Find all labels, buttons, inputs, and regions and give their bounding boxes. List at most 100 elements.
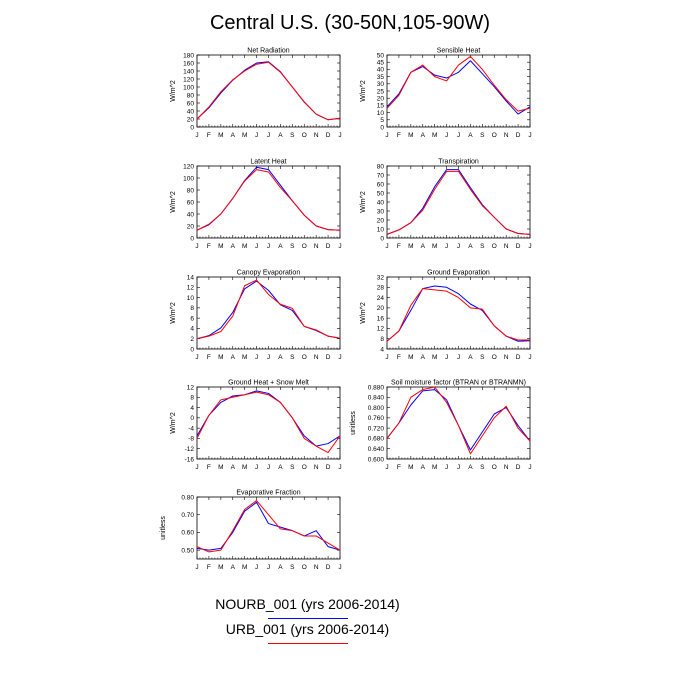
x-tick-label: J (338, 564, 341, 571)
x-tick-label: J (195, 564, 198, 571)
y-tick-label: 60 (187, 199, 195, 206)
x-tick-label: J (195, 464, 198, 471)
plot-frame (196, 496, 341, 560)
y-axis-label: W/m^2 (360, 80, 367, 102)
y-tick-label: 16 (377, 315, 385, 322)
x-tick-label: M (218, 354, 223, 361)
x-tick-label: D (326, 132, 331, 139)
x-tick-label: D (326, 464, 331, 471)
series-line-urb (386, 170, 531, 235)
plot-frame (386, 386, 531, 460)
series-line-nourb (196, 390, 341, 447)
y-tick-label: 30 (377, 208, 385, 215)
x-tick-label: N (314, 354, 319, 361)
legend-label-nourb: NOURB_001 (yrs 2006-2014) (215, 596, 400, 612)
series-line-urb (196, 391, 341, 454)
y-tick-label: 40 (377, 199, 385, 206)
series-line-urb (386, 55, 531, 112)
y-tick-label: 20 (377, 217, 385, 224)
y-tick-label: 100 (183, 175, 194, 182)
x-tick-label: N (314, 564, 319, 571)
y-tick-label: 32 (377, 274, 385, 281)
y-tick-label: 0.60 (181, 530, 194, 537)
x-tick-label: O (492, 243, 497, 250)
x-tick-label: J (457, 243, 460, 250)
y-tick-label: 0.50 (181, 547, 194, 554)
y-tick-label: 25 (377, 88, 385, 95)
x-tick-label: J (385, 132, 388, 139)
x-tick-label: J (457, 464, 460, 471)
x-tick-label: A (231, 564, 236, 571)
x-tick-label: J (255, 243, 258, 250)
y-tick-label: 0 (190, 415, 194, 422)
x-tick-label: J (195, 243, 198, 250)
x-tick-label: A (278, 132, 283, 139)
y-tick-label: 8 (190, 305, 194, 312)
x-tick-label: J (255, 464, 258, 471)
x-tick-label: O (492, 354, 497, 361)
y-tick-label: 0.680 (368, 436, 385, 443)
y-tick-label: 20 (187, 223, 195, 230)
x-tick-label: J (445, 243, 448, 250)
x-tick-label: J (267, 354, 270, 361)
x-tick-label: O (492, 464, 497, 471)
y-tick-label: 4 (190, 405, 194, 412)
plot-frame (386, 276, 531, 350)
legend-swatch-nourb (268, 618, 348, 619)
x-tick-label: A (231, 132, 236, 139)
y-tick-label: 0.70 (181, 512, 194, 519)
y-tick-label: 50 (377, 52, 385, 59)
x-tick-label: O (492, 132, 497, 139)
y-tick-label: 0.840 (368, 395, 385, 402)
y-tick-label: 80 (187, 187, 195, 194)
x-tick-label: O (302, 564, 307, 571)
y-tick-label: 8 (190, 395, 194, 402)
x-tick-label: A (421, 354, 426, 361)
series-line-urb (196, 169, 341, 231)
x-tick-label: M (242, 564, 247, 571)
y-tick-label: 0.720 (368, 425, 385, 432)
y-tick-label: -16 (185, 456, 195, 463)
x-tick-label: J (528, 243, 531, 250)
panel-title: Net Radiation (247, 48, 290, 55)
x-tick-label: F (207, 564, 211, 571)
y-tick-label: 40 (187, 108, 195, 115)
panel-title: Ground Heat + Snow Melt (228, 380, 309, 387)
y-tick-label: 70 (377, 172, 385, 179)
x-tick-label: N (504, 354, 509, 361)
x-tick-label: S (290, 132, 295, 139)
y-axis-label: W/m^2 (360, 191, 367, 213)
x-tick-label: S (290, 564, 295, 571)
x-tick-label: A (421, 132, 426, 139)
y-tick-label: 4 (190, 326, 194, 333)
y-tick-label: -8 (188, 436, 194, 443)
y-tick-label: 100 (183, 84, 194, 91)
x-tick-label: J (385, 464, 388, 471)
x-tick-label: J (528, 132, 531, 139)
y-tick-label: 0 (380, 124, 384, 131)
x-tick-label: J (255, 564, 258, 571)
panel-title: Soil moisture factor (BTRAN or BTRANMN) (391, 380, 526, 387)
x-tick-label: A (278, 564, 283, 571)
y-tick-label: 35 (377, 74, 385, 81)
y-tick-label: 10 (187, 295, 195, 302)
legend-label-urb: URB_001 (yrs 2006-2014) (225, 621, 390, 637)
x-tick-label: F (207, 464, 211, 471)
x-tick-label: M (408, 354, 413, 361)
series-line-urb (196, 500, 341, 553)
x-tick-label: J (195, 132, 198, 139)
x-tick-label: D (326, 564, 331, 571)
y-tick-label: 20 (377, 96, 385, 103)
y-tick-label: -12 (185, 446, 195, 453)
plot-frame (386, 165, 531, 239)
x-tick-label: M (242, 354, 247, 361)
x-tick-label: J (528, 354, 531, 361)
x-tick-label: M (432, 243, 437, 250)
series-line-urb (196, 279, 341, 340)
y-tick-label: 15 (377, 103, 385, 110)
